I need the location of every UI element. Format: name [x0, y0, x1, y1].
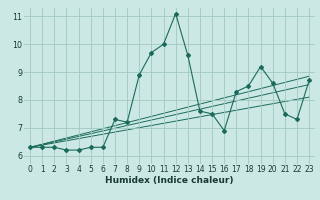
- X-axis label: Humidex (Indice chaleur): Humidex (Indice chaleur): [105, 176, 234, 185]
